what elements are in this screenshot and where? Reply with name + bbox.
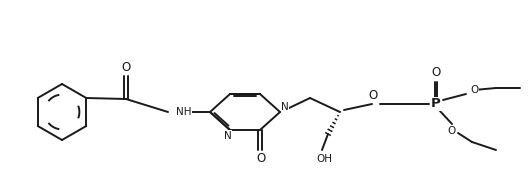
Text: N: N xyxy=(224,131,232,141)
Text: OH: OH xyxy=(316,154,332,164)
Text: O: O xyxy=(121,61,130,74)
Text: N: N xyxy=(281,102,289,112)
Text: NH: NH xyxy=(176,107,192,117)
Text: O: O xyxy=(369,89,378,102)
Text: O: O xyxy=(447,126,455,136)
Text: O: O xyxy=(470,85,478,95)
Text: P: P xyxy=(431,98,441,111)
Text: O: O xyxy=(257,152,266,165)
Text: O: O xyxy=(431,67,441,80)
